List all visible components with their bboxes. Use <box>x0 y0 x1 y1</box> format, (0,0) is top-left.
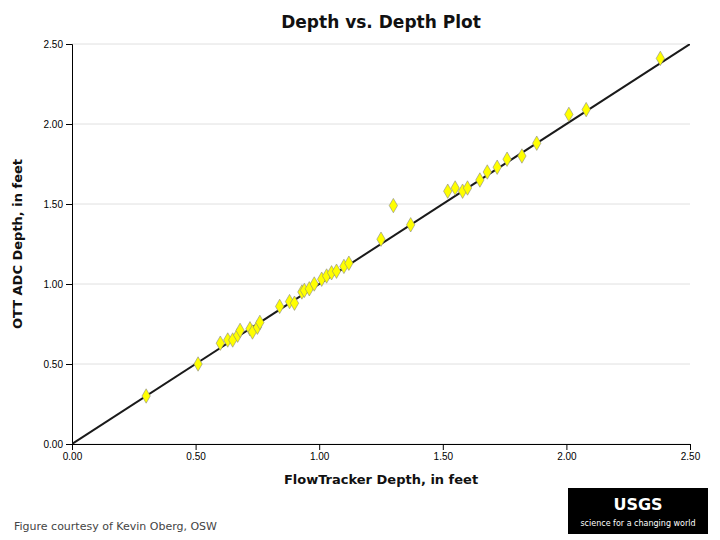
point <box>407 218 415 232</box>
tick-label: 0.50 <box>186 451 206 462</box>
grid-line <box>72 284 690 285</box>
y-axis-label: OTT ADC Depth, in feet <box>10 159 25 329</box>
tick-label: 2.00 <box>557 451 577 462</box>
y-axis: 0.00 0.50 1.00 1.50 2.00 2.50 <box>44 39 73 450</box>
x-axis: 0.00 0.50 1.00 1.50 2.00 2.50 <box>63 444 701 462</box>
logo-box <box>568 488 708 534</box>
tick-label: 2.50 <box>44 39 64 50</box>
point <box>518 149 526 163</box>
tick-label: 0.50 <box>44 359 64 370</box>
tick-mark <box>66 364 72 365</box>
tick: 0.00 <box>63 444 83 462</box>
point <box>256 315 264 329</box>
point <box>290 296 298 310</box>
point <box>463 181 471 195</box>
tick-label: 1.00 <box>44 279 64 290</box>
logo: USGS science for a changing world <box>568 488 708 534</box>
tick: 1.00 <box>44 279 72 290</box>
tick-label: 2.00 <box>44 119 64 130</box>
point <box>444 184 452 198</box>
tick: 2.00 <box>557 444 577 462</box>
tick-mark <box>319 444 320 450</box>
tick: 0.00 <box>44 439 72 450</box>
chart: 0.00 0.50 1.00 1.50 2.00 2.50 0.00 0.50 1.00 1.50… <box>0 0 720 540</box>
point <box>142 389 150 403</box>
grid-line <box>72 204 690 205</box>
tick-mark <box>690 444 691 450</box>
point <box>483 165 491 179</box>
tick-mark <box>566 444 567 450</box>
grid <box>72 44 690 444</box>
tick: 1.50 <box>434 444 454 462</box>
grid-line <box>72 44 690 45</box>
point <box>533 136 541 150</box>
axis-domain <box>66 45 73 445</box>
logo-subtitle: science for a changing world <box>580 519 695 528</box>
grid-line <box>72 364 690 365</box>
tick-label: 1.00 <box>310 451 330 462</box>
tick-label: 1.50 <box>434 451 454 462</box>
tick-mark <box>66 204 72 205</box>
point <box>503 152 511 166</box>
point <box>582 102 590 116</box>
x-axis-label: FlowTracker Depth, in feet <box>284 472 478 487</box>
tick: 2.50 <box>681 444 701 462</box>
point <box>310 277 318 291</box>
plot-area <box>72 44 690 444</box>
tick-mark <box>66 444 72 445</box>
logo-title: USGS <box>613 495 662 514</box>
point <box>275 299 283 313</box>
point <box>656 51 664 65</box>
tick-label: 1.50 <box>44 199 64 210</box>
tick-label: 0.00 <box>44 439 64 450</box>
caption: Figure courtesy of Kevin Oberg, OSW <box>14 520 217 533</box>
tick: 2.50 <box>44 39 72 50</box>
tick: 0.50 <box>44 359 72 370</box>
tick-label: 0.00 <box>63 451 83 462</box>
reference-line <box>72 44 690 444</box>
point <box>236 323 244 337</box>
tick: 2.00 <box>44 119 72 130</box>
point <box>565 107 573 121</box>
tick: 1.00 <box>310 444 330 462</box>
tick-mark <box>196 444 197 450</box>
point <box>451 181 459 195</box>
axis-domain <box>73 445 691 451</box>
point <box>345 256 353 270</box>
tick-mark <box>443 444 444 450</box>
tick-label: 2.50 <box>681 451 701 462</box>
point <box>332 264 340 278</box>
point <box>194 357 202 371</box>
tick-mark <box>66 44 72 45</box>
grid-line <box>72 124 690 125</box>
title: Depth vs. Depth Plot <box>281 12 481 32</box>
tick: 0.50 <box>186 444 206 462</box>
point <box>377 232 385 246</box>
point <box>493 160 501 174</box>
tick-mark <box>66 124 72 125</box>
point <box>476 173 484 187</box>
point <box>389 198 397 212</box>
point <box>216 336 224 350</box>
tick: 1.50 <box>44 199 72 210</box>
tick-mark <box>66 284 72 285</box>
